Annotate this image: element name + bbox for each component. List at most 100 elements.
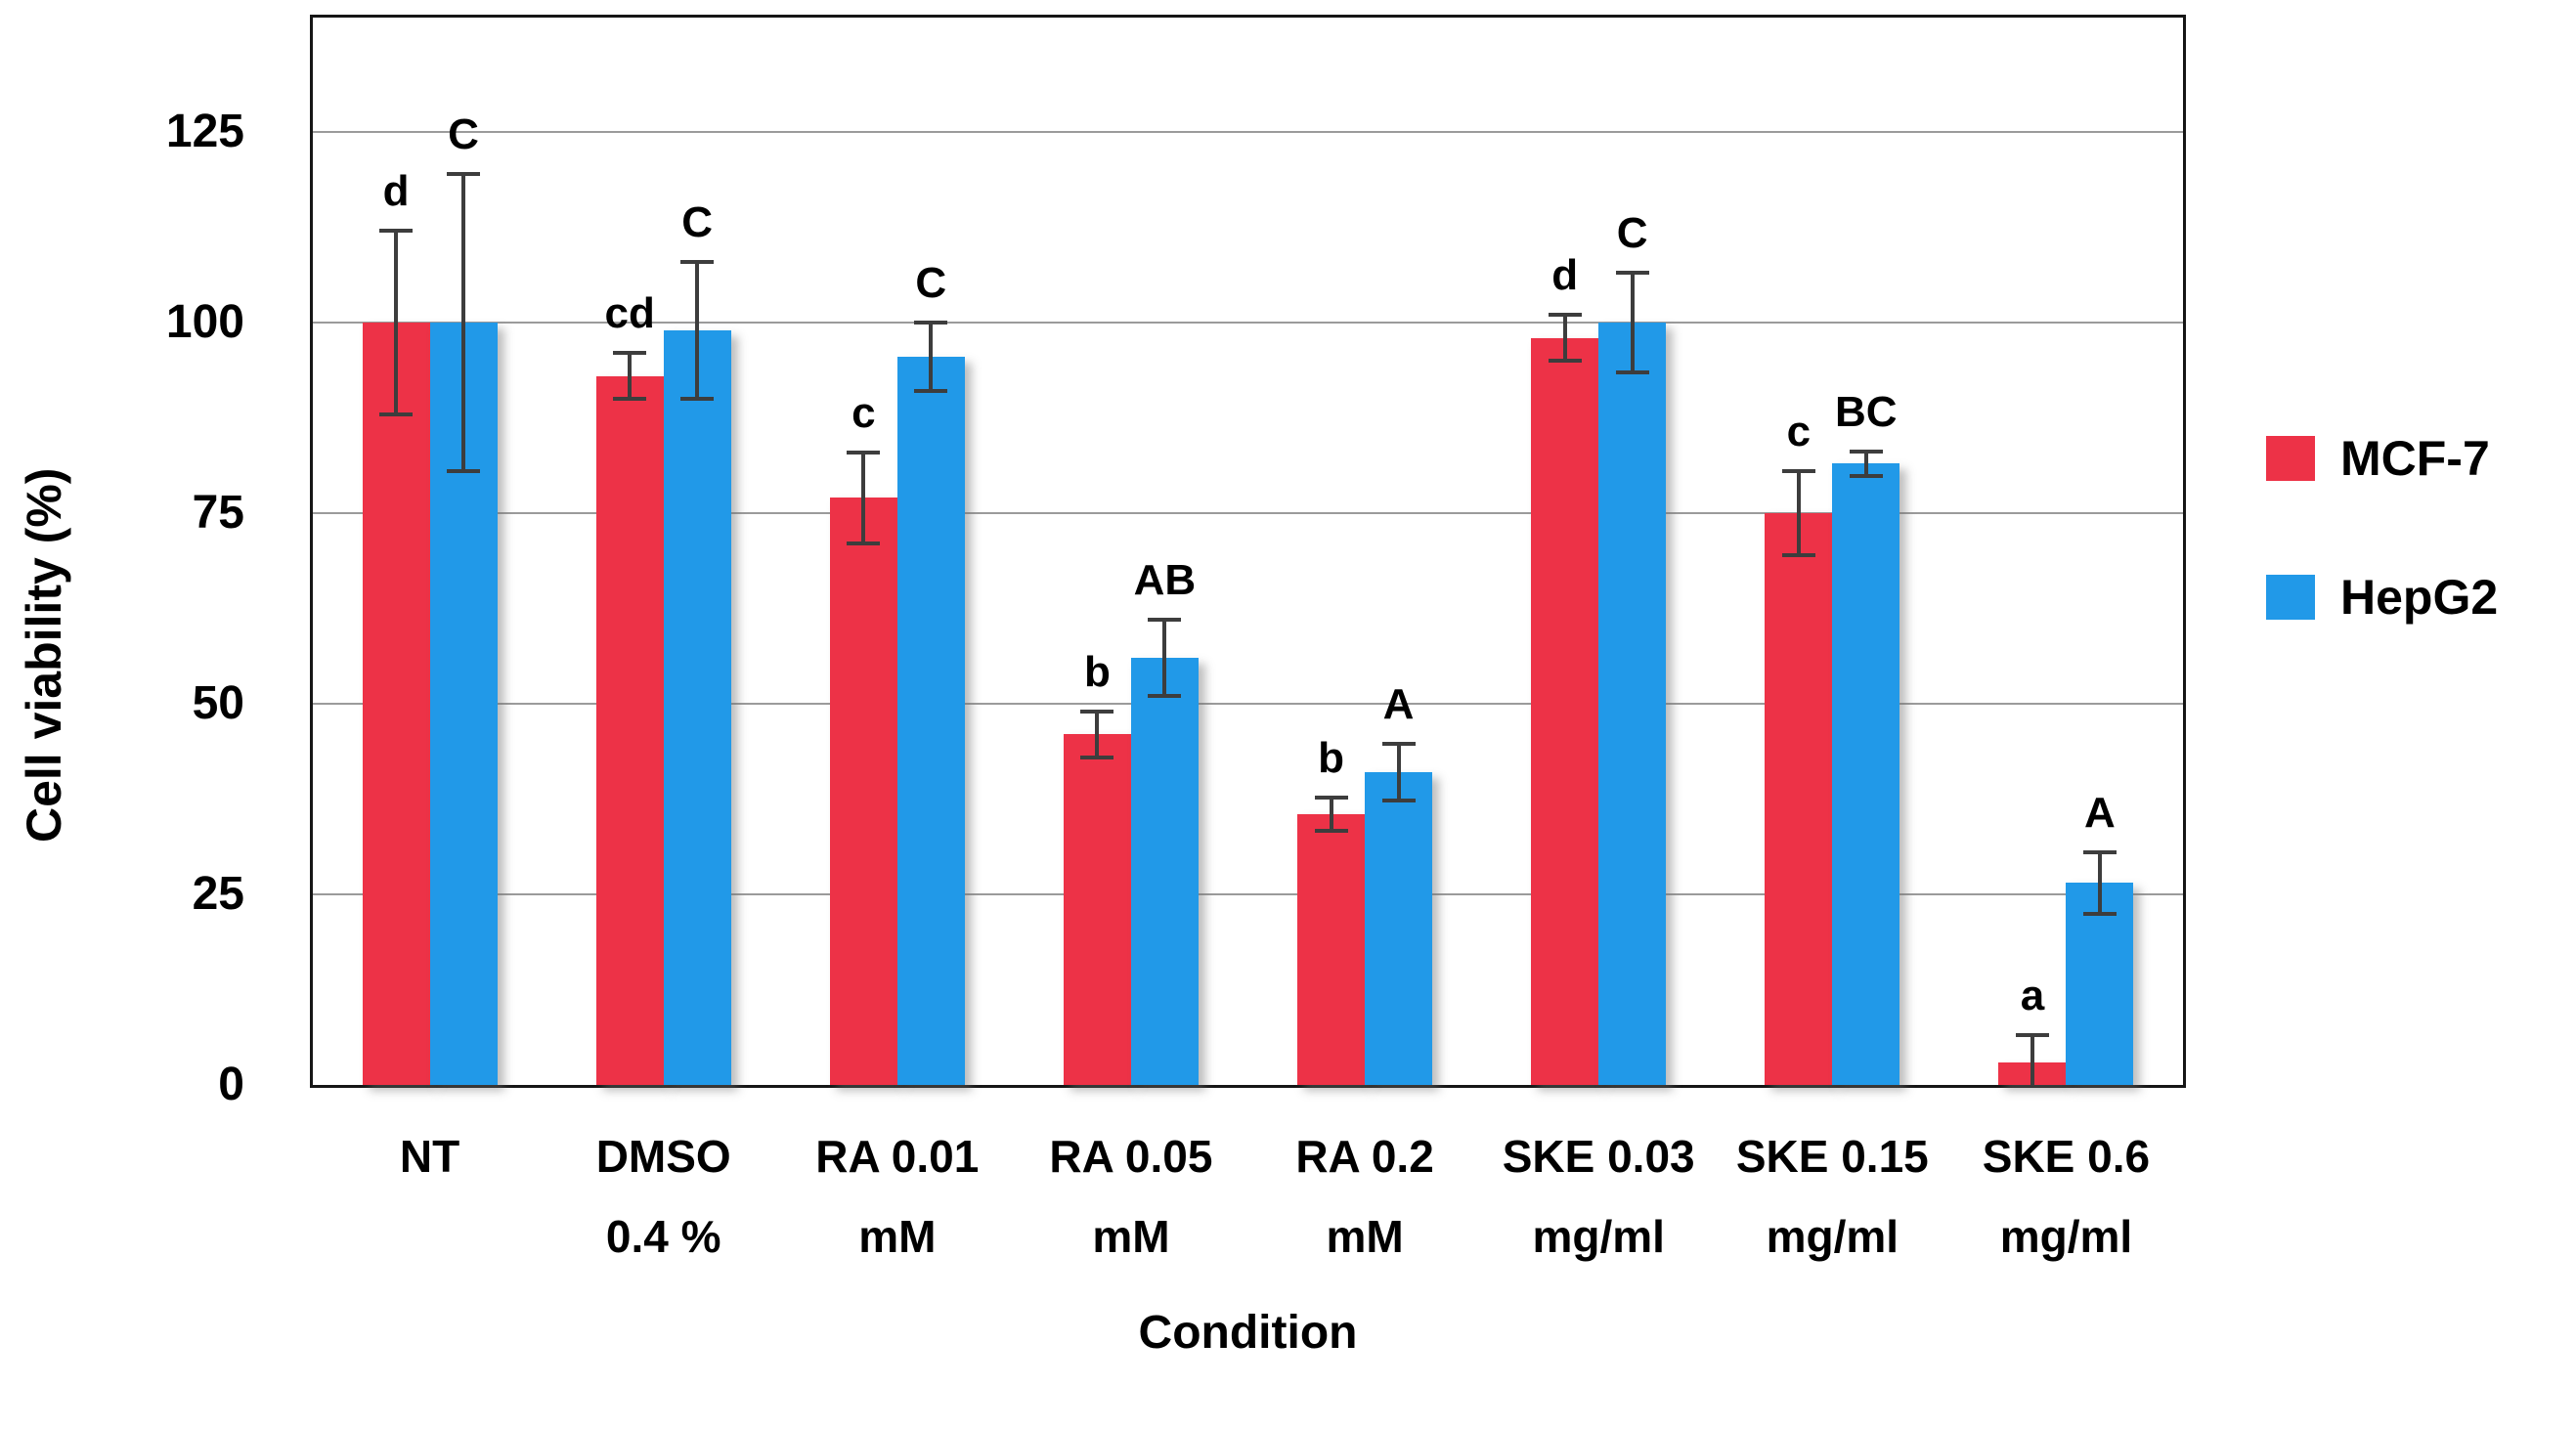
gridline-100	[313, 322, 2183, 324]
x-axis-title: Condition	[1138, 1307, 1358, 1359]
sig-letter-hepg2-3: AB	[1133, 556, 1197, 605]
x-tick-line1-4: RA 0.2	[1295, 1131, 1434, 1182]
x-tick-line1-2: RA 0.01	[815, 1131, 980, 1182]
x-tick-line2-7: mg/ml	[1999, 1211, 2133, 1262]
error-cap-bottom-hepg2-5	[1615, 369, 1649, 374]
error-cap-top-hepg2-1	[680, 259, 715, 264]
error-bar-mcf-7-7	[2030, 1035, 2034, 1085]
gridline-50	[313, 703, 2183, 705]
sig-letter-mcf-7-5: d	[1551, 251, 1579, 300]
legend-label-hepg2: HepG2	[2340, 570, 2499, 625]
error-bar-mcf-7-2	[861, 452, 866, 544]
error-cap-top-hepg2-3	[1148, 618, 1182, 623]
error-cap-bottom-mcf-7-3	[1080, 755, 1114, 759]
error-cap-top-hepg2-0	[447, 171, 481, 176]
error-bar-hepg2-7	[2097, 852, 2102, 914]
bar-mcf-7-3	[1063, 734, 1131, 1085]
sig-letter-hepg2-2: C	[915, 259, 947, 307]
error-cap-bottom-hepg2-0	[447, 469, 481, 474]
error-cap-bottom-hepg2-6	[1849, 473, 1883, 478]
legend-swatch-hepg2	[2266, 575, 2315, 620]
y-tick-label-50: 50	[192, 677, 244, 729]
error-bar-mcf-7-3	[1095, 711, 1100, 758]
error-cap-bottom-mcf-7-6	[1781, 552, 1815, 557]
y-tick-label-100: 100	[165, 296, 244, 348]
error-cap-bottom-hepg2-3	[1148, 694, 1182, 699]
error-bar-hepg2-6	[1863, 451, 1868, 476]
x-tick-line1-3: RA 0.05	[1049, 1131, 1213, 1182]
error-cap-bottom-mcf-7-0	[379, 411, 414, 416]
error-bar-hepg2-2	[929, 323, 934, 392]
sig-letter-hepg2-7: A	[2084, 789, 2116, 838]
error-cap-bottom-mcf-7-2	[847, 541, 881, 546]
error-bar-hepg2-4	[1396, 744, 1401, 801]
bar-hepg2-3	[1130, 658, 1199, 1085]
x-tick-line2-6: mg/ml	[1766, 1211, 1899, 1262]
error-cap-top-mcf-7-2	[847, 450, 881, 455]
x-tick-line2-2: mM	[858, 1211, 937, 1262]
error-cap-top-hepg2-2	[914, 321, 948, 325]
sig-letter-mcf-7-3: b	[1083, 647, 1111, 696]
x-tick-line2-5: mg/ml	[1532, 1211, 1665, 1262]
sig-letter-mcf-7-6: c	[1786, 408, 1812, 456]
bar-hepg2-1	[663, 329, 731, 1085]
legend-item-hepg2: HepG2	[2266, 569, 2498, 626]
error-bar-hepg2-0	[461, 173, 466, 472]
error-cap-bottom-mcf-7-5	[1548, 359, 1582, 363]
sig-letter-mcf-7-0: d	[382, 167, 410, 216]
x-tick-line1-0: NT	[399, 1131, 460, 1182]
y-tick-label-75: 75	[192, 487, 244, 539]
x-tick-line2-1: 0.4 %	[605, 1211, 721, 1262]
y-tick-label-0: 0	[218, 1059, 244, 1110]
x-tick-line1-6: SKE 0.15	[1735, 1131, 1929, 1182]
error-bar-mcf-7-6	[1796, 471, 1801, 555]
x-tick-line1-5: SKE 0.03	[1502, 1131, 1695, 1182]
sig-letter-mcf-7-7: a	[2020, 972, 2045, 1020]
bar-hepg2-5	[1598, 323, 1667, 1085]
error-cap-top-mcf-7-0	[379, 229, 414, 234]
bar-hepg2-6	[1832, 463, 1900, 1085]
bar-mcf-7-4	[1297, 814, 1366, 1085]
plot-area: d cd c b b d c a C C C AB A C BC A	[310, 15, 2186, 1088]
error-cap-bottom-hepg2-7	[2082, 911, 2117, 916]
error-bar-hepg2-3	[1162, 620, 1167, 697]
error-cap-bottom-hepg2-4	[1381, 799, 1416, 803]
bar-mcf-7-2	[829, 498, 897, 1085]
error-cap-top-mcf-7-4	[1314, 795, 1348, 800]
sig-letter-mcf-7-2: c	[851, 388, 876, 437]
error-bar-mcf-7-1	[628, 353, 633, 399]
error-bar-mcf-7-5	[1562, 315, 1567, 361]
gridline-25	[313, 893, 2183, 895]
legend-swatch-mcf-7	[2266, 436, 2315, 481]
error-cap-bottom-mcf-7-1	[613, 397, 647, 401]
y-tick-label-125: 125	[165, 106, 244, 157]
bar-hepg2-2	[896, 357, 965, 1085]
error-cap-bottom-hepg2-1	[680, 397, 715, 401]
bar-mcf-7-0	[362, 323, 430, 1085]
x-tick-line2-4: mM	[1326, 1211, 1404, 1262]
legend: MCF-7 HepG2	[2266, 430, 2498, 708]
error-cap-top-mcf-7-5	[1548, 313, 1582, 318]
error-cap-bottom-mcf-7-4	[1314, 829, 1348, 834]
x-tick-line1-7: SKE 0.6	[1982, 1131, 2151, 1182]
sig-letter-hepg2-5: C	[1616, 209, 1648, 258]
sig-letter-mcf-7-4: b	[1318, 733, 1344, 782]
error-cap-top-hepg2-4	[1381, 742, 1416, 747]
sig-letter-hepg2-4: A	[1382, 680, 1415, 729]
bar-mcf-7-1	[595, 375, 664, 1085]
sig-letter-hepg2-1: C	[681, 197, 714, 246]
legend-item-mcf-7: MCF-7	[2266, 430, 2498, 487]
bar-mcf-7-6	[1765, 513, 1833, 1085]
error-cap-top-mcf-7-7	[2015, 1033, 2049, 1038]
error-cap-top-mcf-7-3	[1080, 709, 1114, 714]
error-cap-top-hepg2-6	[1849, 449, 1883, 454]
error-cap-top-mcf-7-6	[1781, 469, 1815, 474]
error-bar-mcf-7-4	[1329, 797, 1333, 832]
bar-mcf-7-5	[1531, 337, 1599, 1085]
gridline-125	[313, 131, 2183, 133]
bar-hepg2-7	[2066, 883, 2134, 1085]
error-cap-top-hepg2-5	[1615, 271, 1649, 276]
error-cap-bottom-hepg2-2	[914, 389, 948, 394]
error-bar-hepg2-5	[1630, 273, 1635, 372]
